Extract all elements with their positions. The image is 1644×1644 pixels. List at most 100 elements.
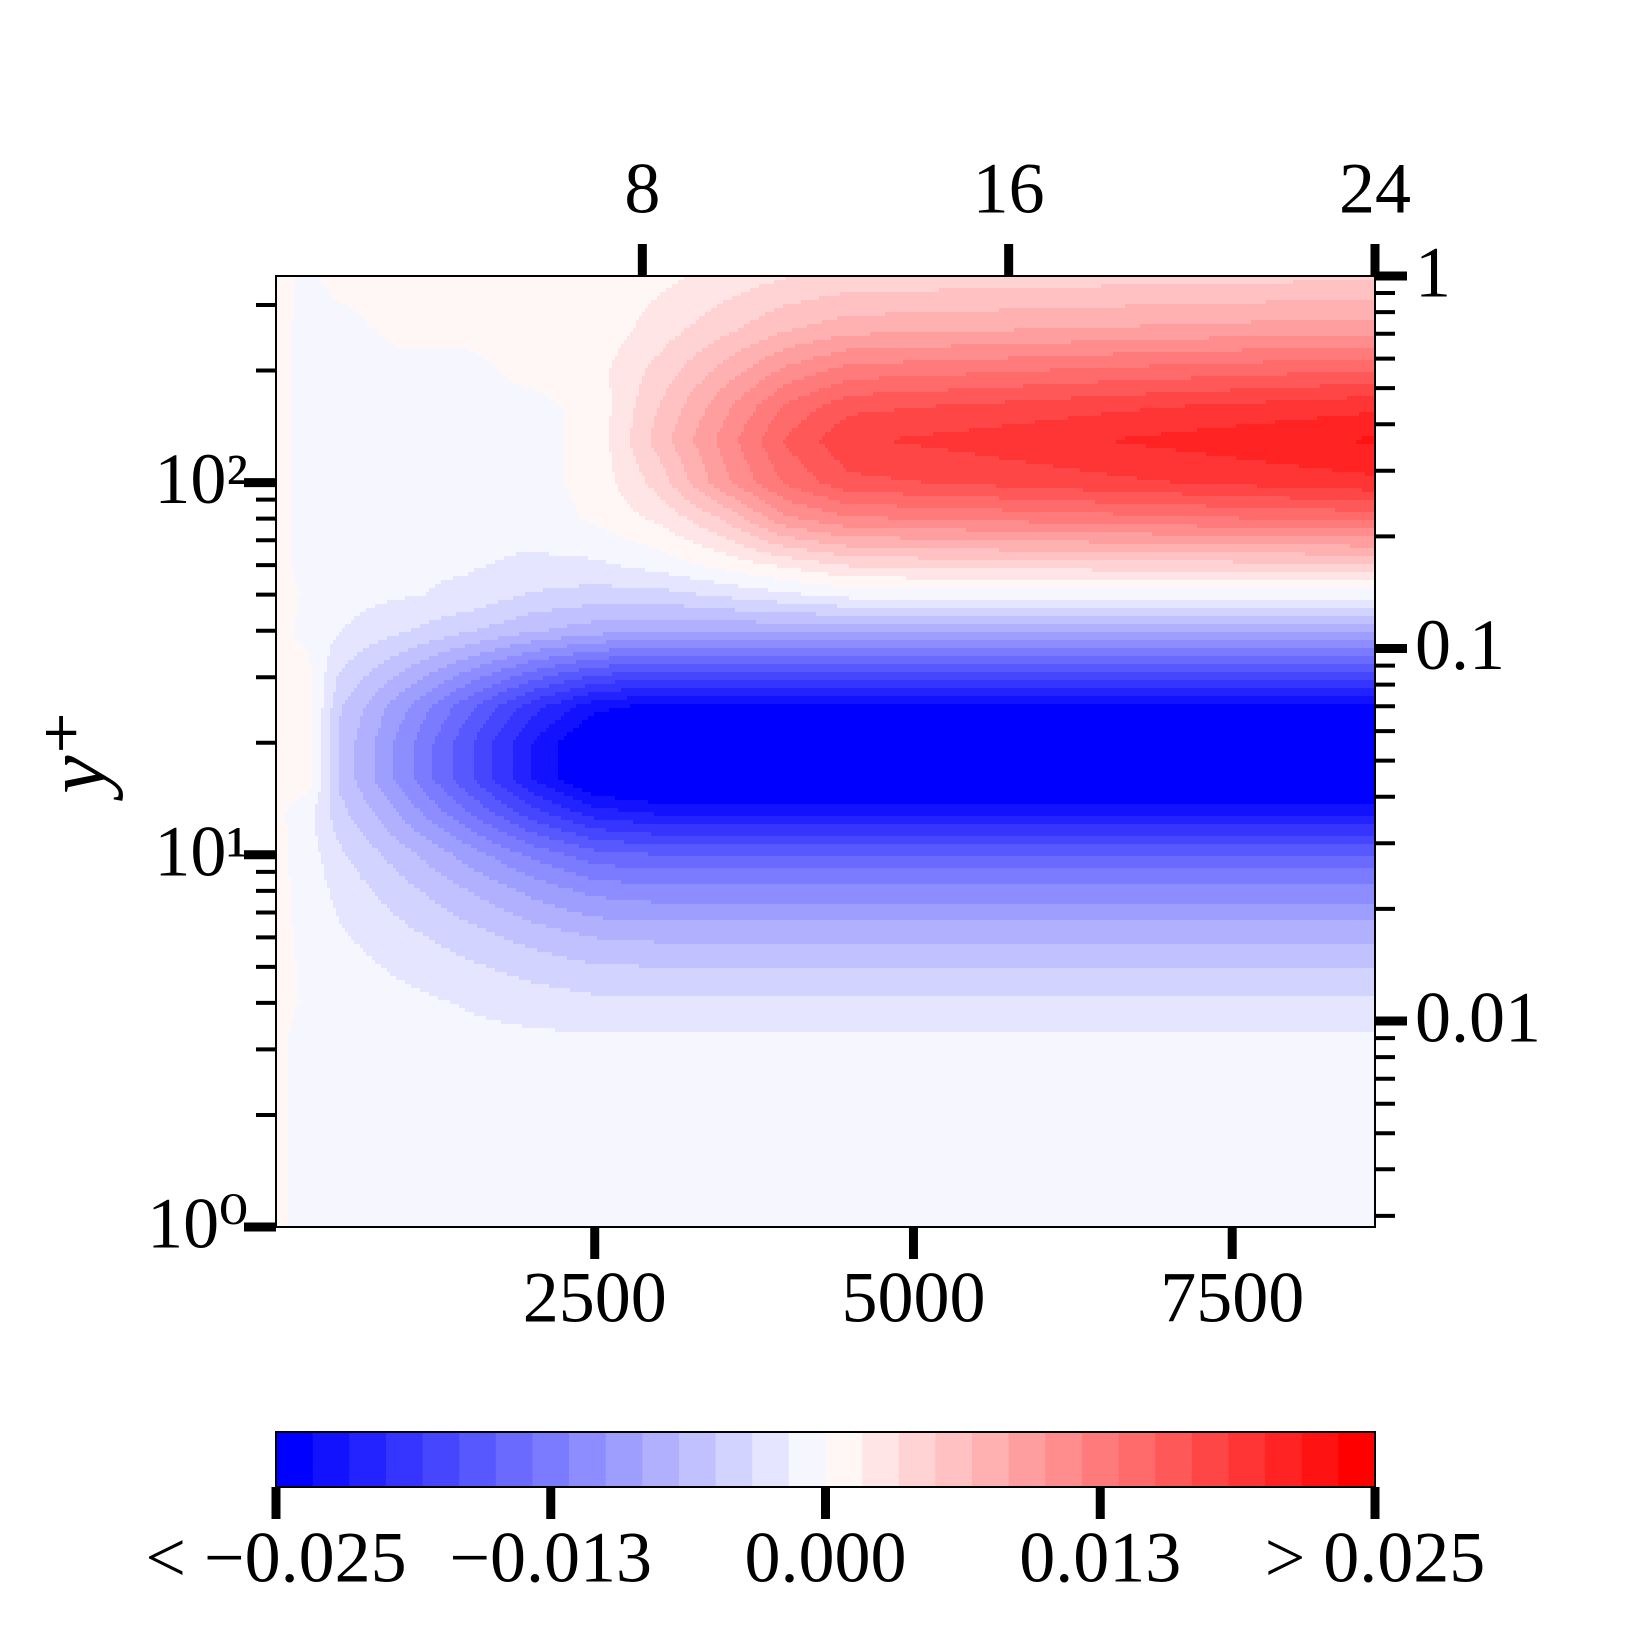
- contour-cell: [687, 400, 712, 405]
- contour-cell: [1104, 1080, 1234, 1085]
- contour-cell: [723, 1076, 787, 1081]
- contour-cell: [849, 940, 979, 945]
- contour-cell: [1104, 920, 1234, 925]
- contour-cell: [978, 284, 1102, 289]
- contour-cell: [276, 1216, 289, 1221]
- contour-cell: [1233, 996, 1376, 1001]
- contour-cell: [594, 784, 658, 789]
- contour-cell: [1152, 532, 1234, 537]
- contour-cell: [588, 836, 595, 841]
- contour-cell: [978, 984, 1105, 989]
- contour-cell: [723, 792, 787, 797]
- contour-cell: [339, 520, 403, 525]
- contour-cell: [723, 688, 787, 693]
- contour-cell: [354, 744, 376, 749]
- contour-cell: [1233, 696, 1376, 701]
- contour-cell: [633, 452, 658, 457]
- contour-cell: [531, 440, 565, 445]
- contour-cell: [339, 532, 403, 537]
- contour-cell: [978, 916, 1105, 921]
- contour-cell: [978, 768, 1105, 773]
- contour-cell: [570, 708, 595, 713]
- contour-cell: [777, 332, 787, 337]
- contour-cell: [1104, 604, 1234, 609]
- contour-cell: [594, 876, 658, 881]
- contour-cell: [582, 788, 595, 793]
- contour-cell: [288, 1100, 310, 1105]
- contour-cell: [531, 1064, 595, 1069]
- contour-cell: [594, 768, 658, 773]
- contour-cell: [657, 580, 715, 585]
- contour-cell: [849, 600, 979, 605]
- contour-cell: [276, 456, 292, 461]
- contour-cell: [1233, 808, 1376, 813]
- contour-cell: [978, 400, 1006, 405]
- contour-cell: [657, 1156, 724, 1161]
- contour-cell: [786, 276, 850, 281]
- contour-cell: [657, 1028, 724, 1033]
- contour-cell: [288, 848, 310, 853]
- contour-cell: [594, 716, 658, 721]
- contour-cell: [339, 308, 355, 313]
- contour-cell: [657, 788, 724, 793]
- contour-cell: [978, 528, 1105, 533]
- contour-cell: [630, 436, 652, 441]
- contour-cell: [276, 732, 310, 737]
- contour-cell: [723, 380, 730, 385]
- contour-cell: [849, 452, 976, 457]
- contour-cell: [594, 376, 610, 381]
- contour-cell: [723, 680, 787, 685]
- contour-cell: [717, 364, 724, 369]
- contour-cell: [723, 788, 787, 793]
- contour-cell: [978, 1088, 1105, 1093]
- contour-cell: [657, 1000, 724, 1005]
- contour-cell: [765, 356, 787, 361]
- contour-cell: [654, 416, 658, 421]
- contour-cell: [1233, 1104, 1376, 1109]
- contour-cell: [414, 804, 439, 809]
- contour-cell: [657, 548, 661, 553]
- contour-cell: [468, 1184, 532, 1189]
- contour-cell: [810, 412, 850, 417]
- contour-cell: [531, 484, 565, 489]
- contour-cell: [309, 612, 340, 617]
- contour-cell: [657, 1116, 724, 1121]
- contour-cell: [468, 1096, 532, 1101]
- contour-cell: [360, 312, 403, 317]
- contour-cell: [1233, 1188, 1376, 1193]
- contour-cell: [276, 1116, 289, 1121]
- contour-cell: [339, 684, 358, 689]
- contour-cell: [402, 768, 415, 773]
- contour-cell: [849, 372, 967, 377]
- contour-cell: [849, 276, 979, 281]
- contour-cell: [849, 904, 979, 909]
- contour-cell: [1233, 636, 1376, 641]
- contour-cell: [339, 1024, 403, 1029]
- contour-cell: [765, 376, 787, 381]
- contour-cell: [786, 848, 850, 853]
- contour-cell: [288, 1128, 310, 1133]
- contour-cell: [564, 460, 595, 465]
- contour-cell: [288, 1200, 310, 1205]
- contour-cell: [276, 592, 301, 597]
- contour-cell: [798, 456, 835, 461]
- contour-cell: [897, 504, 979, 509]
- contour-cell: [468, 576, 532, 581]
- contour-cell: [594, 560, 607, 565]
- contour-cell: [435, 868, 469, 873]
- contour-cell: [645, 368, 658, 373]
- contour-cell: [402, 1036, 469, 1041]
- contour-cell: [294, 312, 310, 317]
- contour-cell: [309, 328, 340, 333]
- contour-cell: [381, 820, 403, 825]
- contour-cell: [318, 836, 337, 841]
- contour-cell: [1233, 388, 1376, 393]
- contour-cell: [294, 308, 310, 313]
- contour-cell: [276, 540, 292, 545]
- contour-cell: [723, 352, 736, 357]
- contour-cell: [402, 1060, 469, 1065]
- contour-cell: [849, 592, 979, 597]
- contour-cell: [441, 728, 460, 733]
- contour-cell: [849, 1048, 979, 1053]
- contour-cell: [468, 1140, 532, 1145]
